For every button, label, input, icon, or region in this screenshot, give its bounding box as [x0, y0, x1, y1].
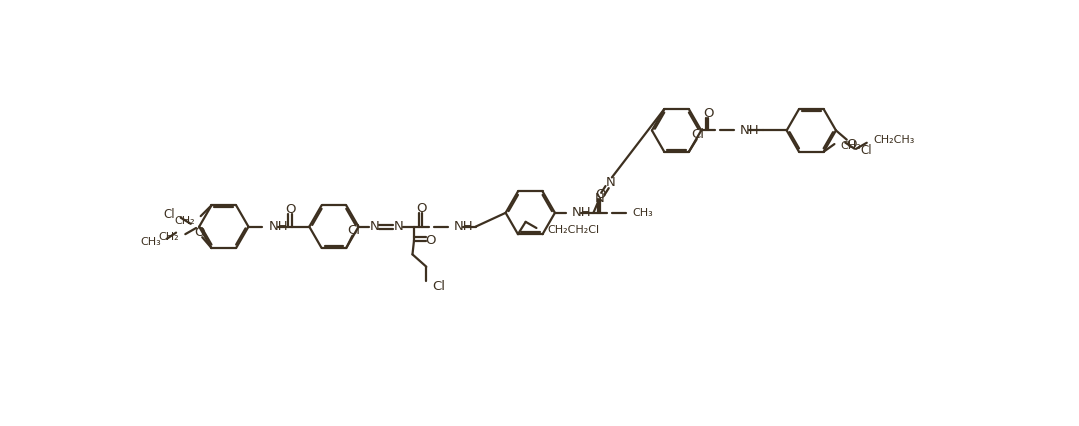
- Text: CH₂: CH₂: [175, 216, 195, 226]
- Text: CH₂: CH₂: [159, 232, 179, 242]
- Text: NH: NH: [269, 220, 288, 233]
- Text: O: O: [194, 226, 204, 239]
- Text: O: O: [416, 201, 427, 215]
- Text: O: O: [285, 203, 296, 216]
- Text: CH₃: CH₃: [632, 208, 653, 218]
- Text: CH₃: CH₃: [140, 237, 162, 247]
- Text: N: N: [370, 220, 380, 233]
- Text: NH: NH: [454, 220, 474, 233]
- Text: N: N: [595, 193, 604, 205]
- Text: N: N: [605, 176, 615, 189]
- Text: Cl: Cl: [163, 208, 175, 221]
- Text: CH₂CH₂Cl: CH₂CH₂Cl: [547, 225, 599, 235]
- Text: O: O: [426, 234, 436, 247]
- Text: CH₂CH₃: CH₂CH₃: [873, 135, 914, 145]
- Text: N: N: [394, 220, 404, 233]
- Text: NH: NH: [740, 124, 760, 137]
- Text: NH: NH: [572, 206, 591, 219]
- Text: O: O: [596, 188, 605, 201]
- Text: Cl: Cl: [692, 127, 705, 141]
- Text: Cl: Cl: [861, 144, 872, 157]
- Text: Cl: Cl: [433, 280, 446, 293]
- Text: Cl: Cl: [347, 224, 360, 237]
- Text: O: O: [846, 138, 857, 151]
- Text: O: O: [702, 107, 713, 120]
- Text: CH₂: CH₂: [841, 141, 861, 151]
